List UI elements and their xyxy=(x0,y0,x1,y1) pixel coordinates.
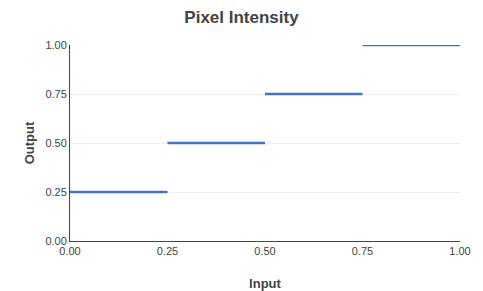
svg-text:Input: Input xyxy=(249,276,281,291)
svg-text:0.50: 0.50 xyxy=(45,137,66,149)
svg-text:0.75: 0.75 xyxy=(352,245,373,257)
svg-text:0.75: 0.75 xyxy=(45,88,66,100)
svg-text:0.50: 0.50 xyxy=(254,245,275,257)
svg-text:0.00: 0.00 xyxy=(59,245,80,257)
svg-text:1.00: 1.00 xyxy=(45,39,66,51)
svg-text:Pixel Intensity: Pixel Intensity xyxy=(184,8,299,27)
svg-text:1.00: 1.00 xyxy=(449,245,470,257)
svg-text:0.25: 0.25 xyxy=(45,186,66,198)
svg-text:Output: Output xyxy=(22,121,37,164)
svg-text:0.25: 0.25 xyxy=(157,245,178,257)
svg-text:0.00: 0.00 xyxy=(45,235,66,247)
